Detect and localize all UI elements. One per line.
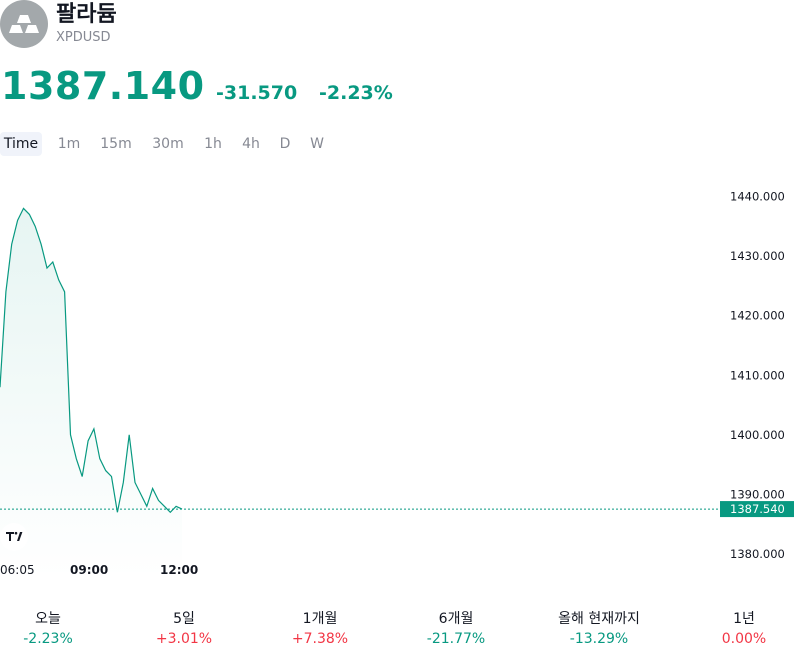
perf-value: -13.29% [569, 631, 629, 647]
perf-item-1m[interactable]: 1개월 +7.38% [260, 610, 380, 649]
y-tick-label: 1390.000 [730, 487, 785, 501]
perf-label: 1년 [733, 611, 755, 627]
tab-15m[interactable]: 15m [100, 136, 132, 152]
price-change-percent: -2.23% [319, 82, 393, 104]
perf-label: 오늘 [35, 611, 61, 627]
quote-row: 1387.140 -31.570 -2.23% [0, 62, 800, 112]
y-tick-label: 1400.000 [730, 428, 785, 442]
price-area-fill [0, 208, 182, 580]
tab-time[interactable]: Time [0, 132, 42, 156]
y-tick-label: 1380.000 [730, 547, 785, 561]
tab-4h[interactable]: 4h [242, 136, 260, 152]
chart-canvas[interactable]: 1440.000 1430.000 1420.000 1410.000 1400.000… [0, 160, 800, 580]
perf-value: +3.01% [155, 631, 213, 647]
perf-value: -2.23% [23, 631, 73, 647]
price-change: -31.570 [216, 82, 298, 104]
x-tick-label: 06:05 [0, 563, 35, 577]
perf-item-1y[interactable]: 1년 0.00% [684, 610, 800, 649]
perf-item-ytd[interactable]: 올해 현재까지 -13.29% [539, 610, 659, 649]
perf-label: 5일 [173, 611, 195, 627]
interval-tabs: Time 1m 15m 30m 1h 4h D W [0, 132, 400, 156]
perf-value: -21.77% [426, 631, 486, 647]
price-chart[interactable]: 1440.000 1430.000 1420.000 1410.000 1400.000… [0, 160, 800, 580]
tab-30m[interactable]: 30m [152, 136, 184, 152]
tab-1m[interactable]: 1m [57, 136, 81, 152]
perf-item-5d[interactable]: 5일 +3.01% [124, 610, 244, 649]
y-tick-label: 1440.000 [730, 190, 785, 204]
last-price-label: 1387.540 [730, 502, 785, 516]
tab-w[interactable]: W [310, 136, 324, 152]
perf-value: +7.38% [291, 631, 349, 647]
perf-item-6m[interactable]: 6개월 -21.77% [396, 610, 516, 649]
last-price: 1387.140 [1, 64, 205, 108]
symbol-header: 팔라듐 XPDUSD [0, 0, 800, 50]
x-tick-label: 09:00 [70, 563, 108, 577]
tab-d[interactable]: D [279, 136, 291, 152]
perf-label: 올해 현재까지 [558, 611, 640, 627]
price-line [0, 207, 183, 514]
metal-bars-icon [0, 0, 48, 48]
perf-item-today[interactable]: 오늘 -2.23% [0, 610, 108, 649]
performance-bar: 오늘 -2.23% 5일 +3.01% 1개월 +7.38% 6개월 -21.7… [0, 610, 800, 650]
x-tick-label: 12:00 [160, 563, 198, 577]
perf-label: 6개월 [438, 611, 474, 627]
perf-label: 1개월 [302, 611, 338, 627]
perf-value: 0.00% [721, 631, 767, 647]
y-tick-label: 1420.000 [730, 309, 785, 323]
y-tick-label: 1430.000 [730, 249, 785, 263]
tab-1h[interactable]: 1h [204, 136, 222, 152]
symbol-name: 팔라듐 [56, 2, 117, 27]
last-price-badge [720, 501, 794, 518]
symbol-ticker: XPDUSD [56, 30, 111, 45]
tradingview-logo-icon[interactable] [0, 523, 28, 551]
y-tick-label: 1410.000 [730, 368, 785, 382]
